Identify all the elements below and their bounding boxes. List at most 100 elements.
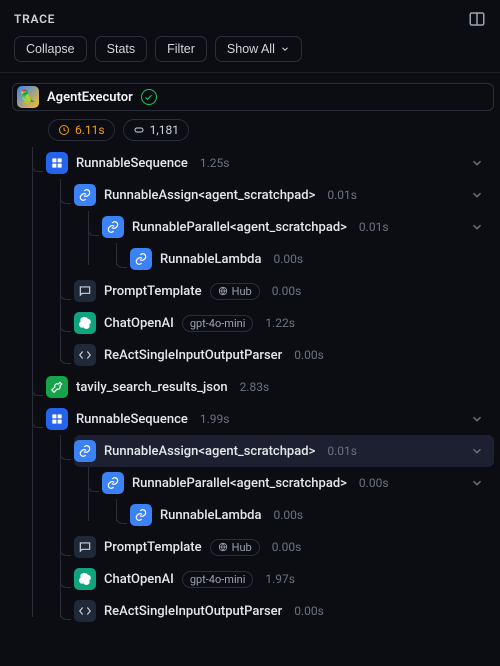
success-icon bbox=[141, 89, 157, 105]
seq2-children: RunnableAssign<agent_scratchpad> 0.01s bbox=[60, 435, 494, 627]
node-prompt1: PromptTemplate Hub 0.00s bbox=[74, 275, 494, 307]
root-row[interactable]: 🦜 AgentExecutor bbox=[12, 83, 494, 111]
node-chat1: ChatOpenAI gpt-4o-mini 1.22s bbox=[74, 307, 494, 339]
row-tool[interactable]: tavily_search_results_json 2.83s bbox=[46, 371, 494, 403]
toolbar: Collapse Stats Filter Show All bbox=[0, 36, 500, 72]
globe-icon bbox=[218, 286, 228, 296]
openai-icon bbox=[74, 312, 96, 334]
sequence-icon bbox=[46, 152, 68, 174]
row-lambda1[interactable]: RunnableLambda 0.00s bbox=[130, 243, 494, 275]
node-chat2: ChatOpenAI gpt-4o-mini 1.97s bbox=[74, 563, 494, 595]
row-prompt2[interactable]: PromptTemplate Hub 0.00s bbox=[74, 531, 494, 563]
collapse-button[interactable]: Collapse bbox=[14, 36, 87, 62]
label-prompt1: PromptTemplate bbox=[104, 284, 202, 299]
node-seq2: RunnableSequence 1.99s RunnableAssign<ag… bbox=[46, 403, 494, 627]
seq1-children: RunnableAssign<agent_scratchpad> 0.01s bbox=[60, 179, 494, 371]
label-seq1: RunnableSequence bbox=[76, 156, 188, 171]
label-seq2: RunnableSequence bbox=[76, 412, 188, 427]
chain-icon bbox=[102, 472, 124, 494]
root-meta: 6.11s 1,181 bbox=[12, 111, 494, 147]
node-lambda1: RunnableLambda 0.00s bbox=[130, 243, 494, 275]
node-parallel1: RunnableParallel<agent_scratchpad> 0.01s bbox=[102, 211, 494, 275]
row-parallel1[interactable]: RunnableParallel<agent_scratchpad> 0.01s bbox=[102, 211, 494, 243]
time-lambda1: 0.00s bbox=[273, 252, 303, 266]
row-prompt1[interactable]: PromptTemplate Hub 0.00s bbox=[74, 275, 494, 307]
row-seq1[interactable]: RunnableSequence 1.25s bbox=[46, 147, 494, 179]
time-pill: 6.11s bbox=[48, 119, 115, 141]
time-assign2: 0.01s bbox=[327, 444, 357, 458]
model-tag: gpt-4o-mini bbox=[182, 315, 254, 332]
columns-icon[interactable] bbox=[468, 10, 486, 28]
chevron-down-icon[interactable] bbox=[470, 188, 484, 202]
sequence-icon bbox=[46, 408, 68, 430]
row-seq2[interactable]: RunnableSequence 1.99s bbox=[46, 403, 494, 435]
row-lambda2[interactable]: RunnableLambda 0.00s bbox=[130, 499, 494, 531]
label-prompt2: PromptTemplate bbox=[104, 540, 202, 555]
row-chat2[interactable]: ChatOpenAI gpt-4o-mini 1.97s bbox=[74, 563, 494, 595]
label-lambda1: RunnableLambda bbox=[160, 252, 261, 267]
label-chat2: ChatOpenAI bbox=[104, 572, 174, 587]
chevron-down-icon bbox=[280, 44, 290, 54]
root-children: RunnableSequence 1.25s RunnableAssign<ag… bbox=[32, 147, 494, 627]
parser-icon bbox=[74, 344, 96, 366]
root-label: AgentExecutor bbox=[47, 90, 133, 105]
show-all-label: Show All bbox=[227, 42, 275, 56]
time-seq2: 1.99s bbox=[200, 412, 230, 426]
chevron-down-icon[interactable] bbox=[470, 412, 484, 426]
trace-panel: TRACE Collapse Stats Filter Show All 🦜 A… bbox=[0, 0, 500, 666]
show-all-button[interactable]: Show All bbox=[215, 36, 302, 62]
root-time: 6.11s bbox=[75, 123, 105, 137]
time-chat1: 1.22s bbox=[265, 316, 295, 330]
node-parser2: ReActSingleInputOutputParser 0.00s bbox=[74, 595, 494, 627]
node-seq1: RunnableSequence 1.25s RunnableAssign<ag… bbox=[46, 147, 494, 371]
root-tokens: 1,181 bbox=[150, 123, 179, 137]
chain-icon bbox=[74, 440, 96, 462]
time-chat2: 1.97s bbox=[265, 572, 295, 586]
chain-icon bbox=[130, 504, 152, 526]
node-tool: tavily_search_results_json 2.83s bbox=[46, 371, 494, 403]
time-assign1: 0.01s bbox=[327, 188, 357, 202]
openai-icon bbox=[74, 568, 96, 590]
node-assign2: RunnableAssign<agent_scratchpad> 0.01s bbox=[74, 435, 494, 531]
chevron-down-icon[interactable] bbox=[470, 476, 484, 490]
parser-icon bbox=[74, 600, 96, 622]
stats-button[interactable]: Stats bbox=[95, 36, 148, 62]
label-lambda2: RunnableLambda bbox=[160, 508, 261, 523]
assign1-children: RunnableParallel<agent_scratchpad> 0.01s bbox=[88, 211, 494, 275]
chevron-down-icon[interactable] bbox=[470, 156, 484, 170]
row-parser2[interactable]: ReActSingleInputOutputParser 0.00s bbox=[74, 595, 494, 627]
label-assign2: RunnableAssign<agent_scratchpad> bbox=[104, 444, 315, 459]
prompt-icon bbox=[74, 280, 96, 302]
row-parser1[interactable]: ReActSingleInputOutputParser 0.00s bbox=[74, 339, 494, 371]
label-chat1: ChatOpenAI bbox=[104, 316, 174, 331]
label-parser2: ReActSingleInputOutputParser bbox=[104, 604, 282, 619]
wrench-icon bbox=[46, 376, 68, 398]
trace-tree: 🦜 AgentExecutor 6.11s 1,181 bbox=[0, 72, 500, 666]
label-parallel1: RunnableParallel<agent_scratchpad> bbox=[132, 220, 347, 235]
row-chat1[interactable]: ChatOpenAI gpt-4o-mini 1.22s bbox=[74, 307, 494, 339]
chevron-down-icon[interactable] bbox=[470, 444, 484, 458]
time-parser1: 0.00s bbox=[294, 348, 324, 362]
time-prompt1: 0.00s bbox=[272, 284, 302, 298]
node-lambda2: RunnableLambda 0.00s bbox=[130, 499, 494, 531]
node-prompt2: PromptTemplate Hub 0.00s bbox=[74, 531, 494, 563]
row-assign2[interactable]: RunnableAssign<agent_scratchpad> 0.01s bbox=[74, 435, 494, 467]
label-assign1: RunnableAssign<agent_scratchpad> bbox=[104, 188, 315, 203]
agent-icon: 🦜 bbox=[17, 86, 39, 108]
hub-tag: Hub bbox=[210, 283, 260, 300]
label-tool: tavily_search_results_json bbox=[76, 380, 228, 395]
row-assign1[interactable]: RunnableAssign<agent_scratchpad> 0.01s bbox=[74, 179, 494, 211]
clock-icon bbox=[58, 124, 70, 136]
time-parallel1: 0.01s bbox=[359, 220, 389, 234]
tokens-pill: 1,181 bbox=[123, 119, 189, 141]
chevron-down-icon[interactable] bbox=[470, 220, 484, 234]
label-parser1: ReActSingleInputOutputParser bbox=[104, 348, 282, 363]
row-parallel2[interactable]: RunnableParallel<agent_scratchpad> 0.00s bbox=[102, 467, 494, 499]
assign2-children: RunnableParallel<agent_scratchpad> 0.00s bbox=[88, 467, 494, 531]
time-parallel2: 0.00s bbox=[359, 476, 389, 490]
label-parallel2: RunnableParallel<agent_scratchpad> bbox=[132, 476, 347, 491]
panel-header: TRACE bbox=[0, 0, 500, 36]
filter-button[interactable]: Filter bbox=[155, 36, 207, 62]
panel-title: TRACE bbox=[14, 12, 55, 26]
parallel2-children: RunnableLambda 0.00s bbox=[116, 499, 494, 531]
